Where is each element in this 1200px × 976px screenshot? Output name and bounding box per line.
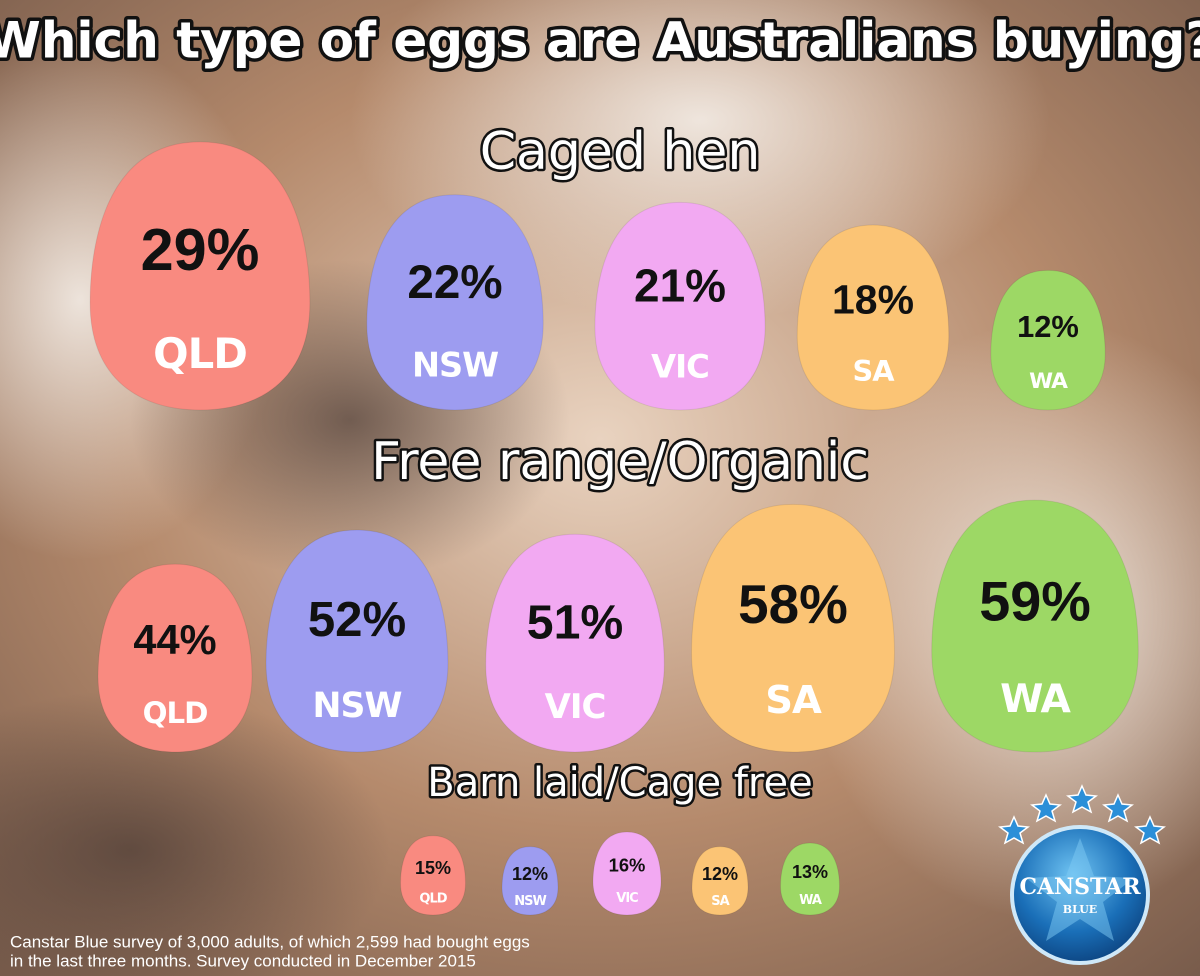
- logo-sub: BLUE: [1063, 903, 1097, 916]
- egg-group: 12% SA: [691, 846, 749, 916]
- egg: [594, 201, 766, 411]
- egg: [592, 831, 662, 916]
- value-label: 58%: [738, 573, 848, 635]
- value-label: 12%: [512, 864, 548, 884]
- value-label: 15%: [415, 858, 451, 878]
- egg: [89, 141, 311, 411]
- egg: [485, 533, 665, 753]
- value-label: 44%: [133, 616, 216, 663]
- category-label: WA: [1000, 677, 1071, 722]
- egg: [366, 194, 544, 411]
- category-label: QLD: [153, 329, 247, 378]
- footnote: Canstar Blue survey of 3,000 adults, of …: [10, 932, 530, 951]
- egg-group: 59% WA: [931, 499, 1139, 753]
- value-label: 51%: [527, 595, 623, 649]
- egg: [399, 835, 467, 916]
- logo: CANSTAR BLUE: [998, 784, 1166, 965]
- category-label: SA: [852, 354, 895, 388]
- egg-group: 15% QLD: [399, 835, 467, 916]
- value-label: 12%: [1017, 309, 1079, 344]
- value-label: 22%: [407, 256, 502, 309]
- section-title: Free range/Organic: [371, 432, 869, 492]
- value-label: 29%: [141, 216, 260, 283]
- category-label: VIC: [651, 347, 709, 385]
- category-label: WA: [799, 893, 822, 908]
- egg-group: 58% SA: [690, 503, 896, 753]
- value-label: 18%: [832, 277, 914, 323]
- egg-group: 16% VIC: [592, 831, 662, 916]
- logo-name: CANSTAR: [1019, 874, 1141, 900]
- egg-group: 12% NSW: [501, 846, 559, 916]
- egg-group: 13% WA: [779, 842, 841, 916]
- value-label: 12%: [702, 864, 738, 884]
- category-label: SA: [711, 894, 729, 909]
- background-shadow: [0, 690, 390, 976]
- category-label: QLD: [419, 892, 447, 907]
- section-title: Barn laid/Cage free: [427, 760, 812, 806]
- egg: [691, 846, 749, 916]
- egg: [265, 529, 449, 753]
- section-title: Caged hen: [480, 122, 761, 182]
- egg-group: 12% WA: [990, 269, 1106, 411]
- egg-group: 22% NSW: [366, 194, 544, 411]
- egg-group: 51% VIC: [485, 533, 665, 753]
- egg-group: 21% VIC: [594, 201, 766, 411]
- category-label: VIC: [616, 891, 638, 906]
- page-title: Which type of eggs are Australians buyin…: [0, 12, 1200, 70]
- logo-stars: [998, 784, 1166, 845]
- category-label: SA: [765, 678, 822, 723]
- logo-star: [1026, 838, 1134, 941]
- value-label: 13%: [792, 862, 828, 882]
- egg: [690, 503, 896, 753]
- egg-group: 52% NSW: [265, 529, 449, 753]
- value-label: 21%: [634, 260, 726, 312]
- egg-group: 29% QLD: [89, 141, 311, 411]
- footnote: in the last three months. Survey conduct…: [10, 951, 476, 970]
- egg: [779, 842, 841, 916]
- egg: [97, 563, 253, 753]
- value-label: 59%: [979, 571, 1091, 633]
- category-label: WA: [1029, 369, 1068, 394]
- category-label: QLD: [143, 696, 208, 730]
- egg: [990, 269, 1106, 411]
- egg: [931, 499, 1139, 753]
- value-label: 52%: [308, 593, 406, 647]
- egg: [501, 846, 559, 916]
- category-label: VIC: [545, 687, 606, 726]
- egg-group: 44% QLD: [97, 563, 253, 753]
- category-label: NSW: [313, 686, 403, 726]
- category-label: NSW: [514, 894, 546, 909]
- egg-group: 18% SA: [796, 224, 950, 411]
- egg: [796, 224, 950, 411]
- value-label: 16%: [609, 855, 646, 876]
- category-label: NSW: [412, 345, 498, 384]
